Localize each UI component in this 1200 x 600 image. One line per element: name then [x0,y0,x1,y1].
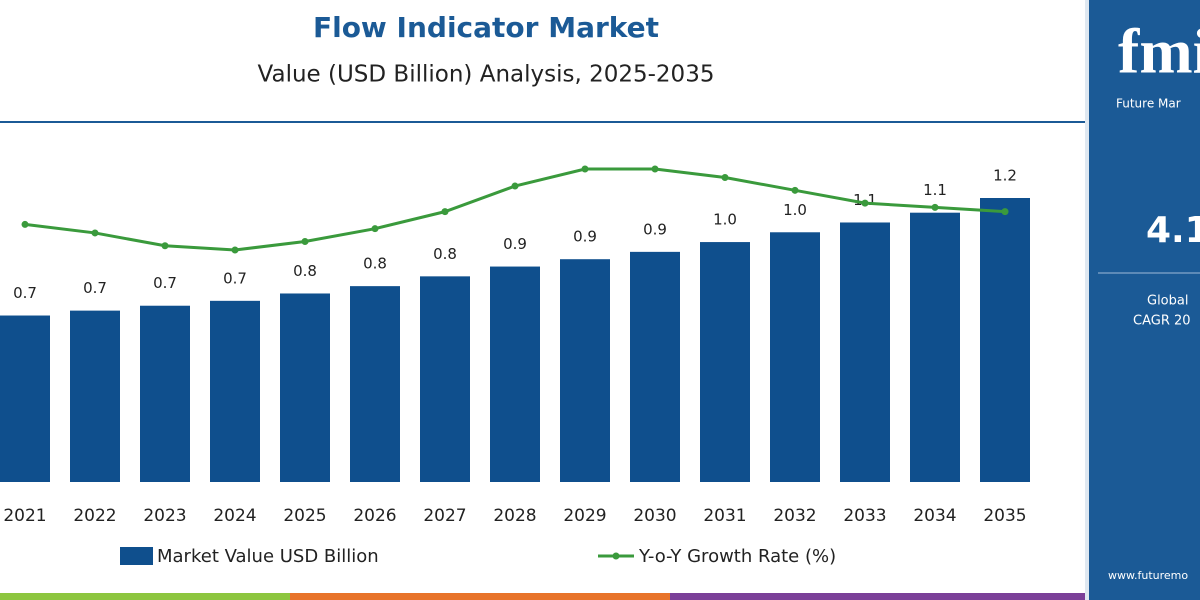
cagr-value: 4.1 [1146,210,1200,251]
bar [490,266,540,482]
growth-marker [21,220,29,228]
x-tick-label: 2034 [913,506,956,526]
legend-label: Market Value USD Billion [157,546,379,567]
x-tick-label: 2028 [493,506,536,526]
data-label: 0.8 [293,262,317,280]
growth-marker [161,242,169,250]
x-tick-label: 2029 [563,506,606,526]
x-tick-label: 2033 [843,506,886,526]
data-label: 0.9 [643,220,667,238]
growth-marker [721,174,729,182]
bar [980,198,1030,482]
data-label: 0.9 [503,235,527,253]
brand: Future Mar [1116,97,1181,111]
data-label: 0.9 [573,228,597,246]
growth-marker [371,225,379,233]
logo: fmi [1118,16,1200,87]
x-tick-label: 2022 [73,506,116,526]
bar [630,251,680,482]
sidebar-edge [1085,0,1089,600]
data-label: 0.7 [153,274,177,292]
legend-swatch [612,552,620,560]
data-label: 1.2 [993,167,1017,185]
x-tick-label: 2030 [633,506,676,526]
growth-marker [91,229,99,237]
bar [140,305,190,482]
growth-marker [231,246,239,254]
growth-marker [1001,208,1009,216]
x-tick-label: 2035 [983,506,1026,526]
bar [420,276,470,482]
bar [0,315,50,482]
bar [350,286,400,482]
data-label: 0.7 [13,284,37,302]
bar [210,300,260,482]
footer-strip [0,593,290,600]
bar [770,232,820,482]
bar [280,293,330,482]
x-tick-label: 2023 [143,506,186,526]
data-label: 1.1 [923,181,947,199]
bar [910,212,960,483]
footer-strip [290,593,670,600]
data-label: 0.8 [433,245,457,263]
legend-swatch [120,547,153,565]
x-tick-label: 2031 [703,506,746,526]
growth-marker [791,186,799,194]
chart-subtitle: Value (USD Billion) Analysis, 2025-2035 [258,62,715,88]
growth-marker [931,203,939,211]
growth-marker [651,165,659,173]
legend-label: Y-o-Y Growth Rate (%) [638,546,836,567]
growth-marker [511,182,519,190]
footer-strip [670,593,1085,600]
cagr-label: Global [1147,294,1188,309]
x-tick-label: 2024 [213,506,256,526]
growth-marker [441,208,449,216]
growth-marker [581,165,589,173]
growth-marker [301,237,309,245]
x-tick-label: 2027 [423,506,466,526]
chart-title: Flow Indicator Market [313,11,659,44]
data-label: 1.0 [783,201,807,219]
bar [560,259,610,482]
bar [700,242,750,482]
x-tick-label: 2021 [3,506,46,526]
x-tick-label: 2032 [773,506,816,526]
x-tick-label: 2025 [283,506,326,526]
growth-marker [861,199,869,207]
url: www.futuremo [1108,569,1188,582]
cagr-label: CAGR 20 [1133,314,1191,329]
bar [840,222,890,482]
data-label: 0.7 [83,279,107,297]
data-label: 1.0 [713,211,737,229]
x-tick-label: 2026 [353,506,396,526]
data-label: 0.7 [223,269,247,287]
bar [70,310,120,482]
sidebar [1085,0,1200,600]
data-label: 0.8 [363,255,387,273]
